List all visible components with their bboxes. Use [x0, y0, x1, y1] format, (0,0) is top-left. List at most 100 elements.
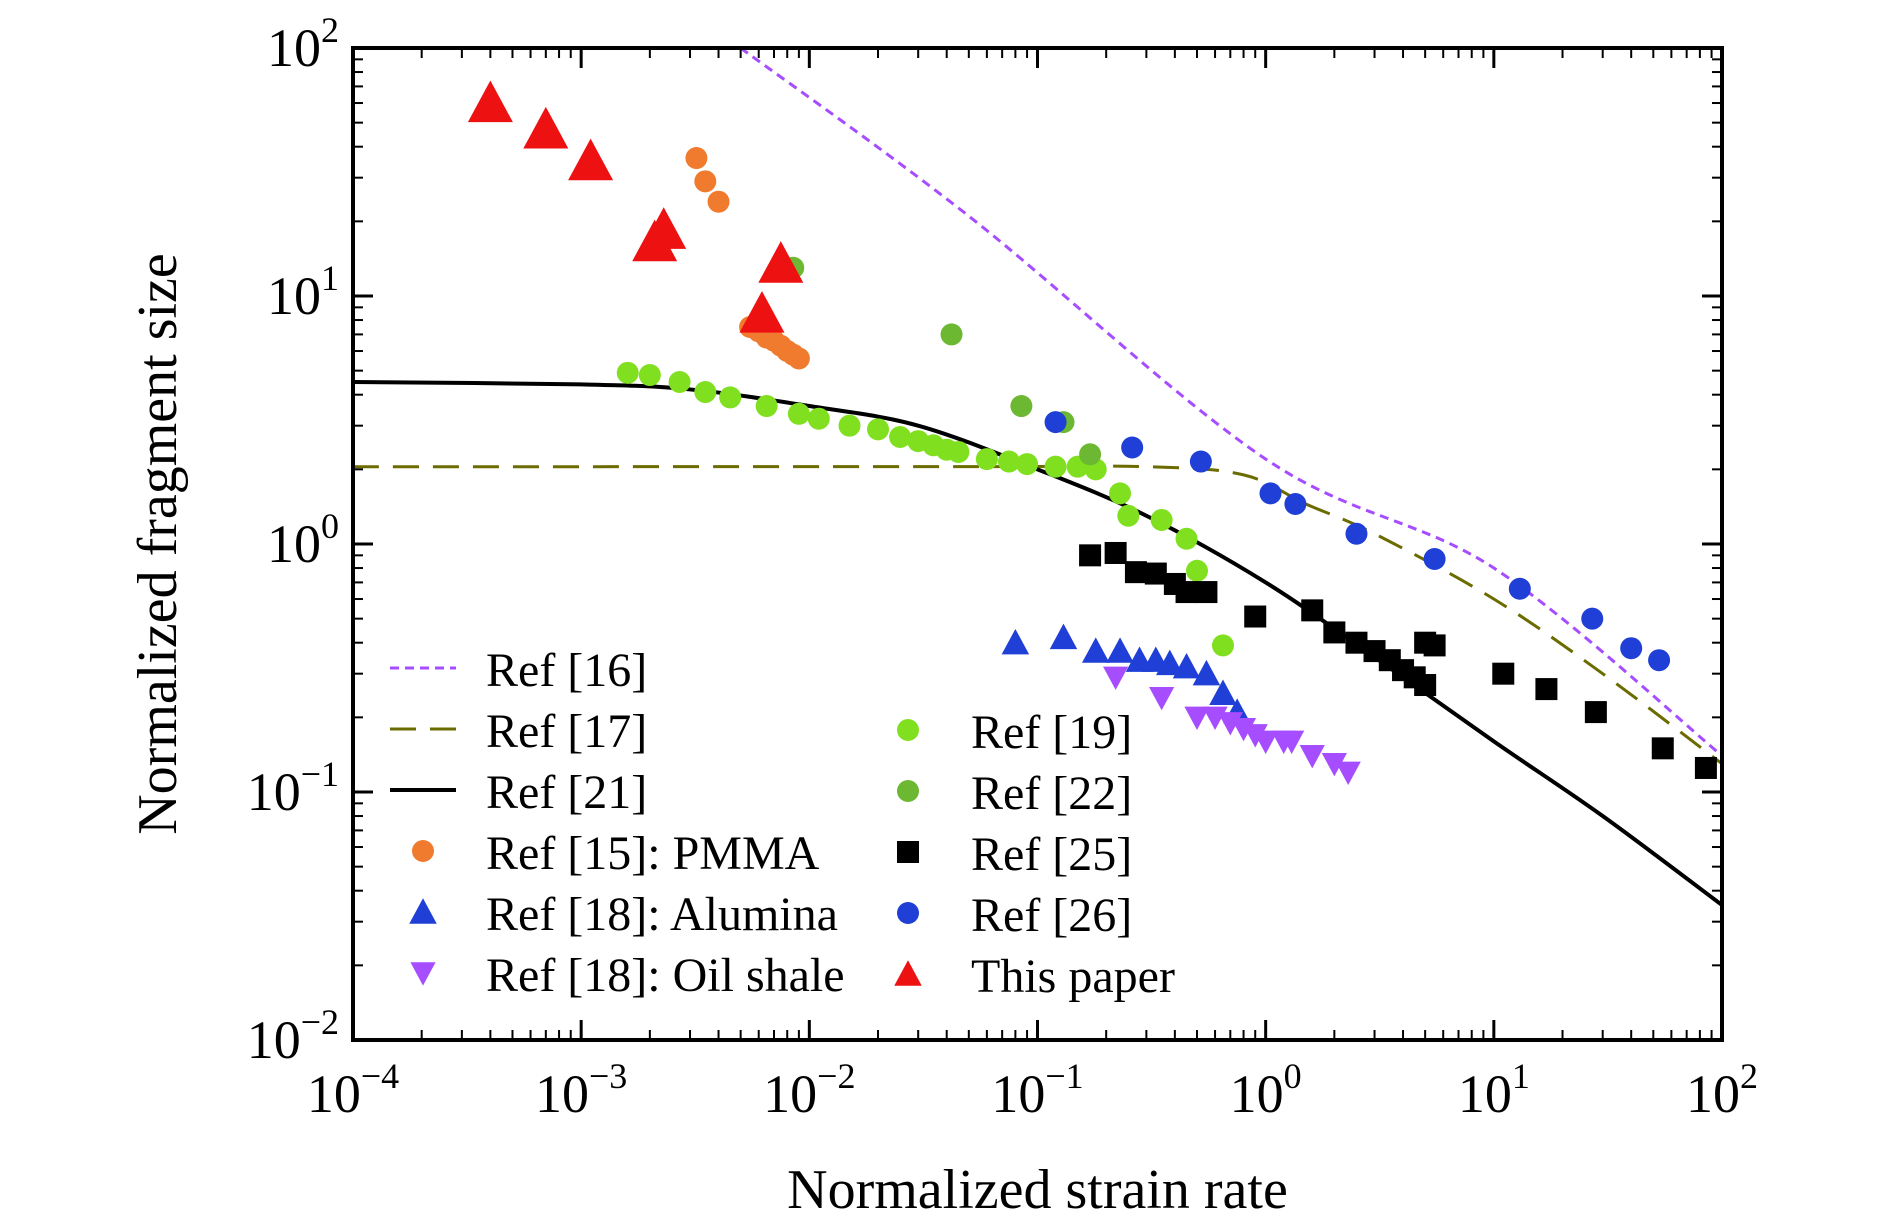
y-tick-label-base: 10	[247, 762, 301, 822]
legend-item-ref-17: Ref [17]	[390, 705, 647, 758]
point-ref-19	[1016, 453, 1039, 476]
point-ref-26	[1259, 482, 1282, 505]
point-this-paper	[758, 241, 804, 283]
point-ref-18-oil-shale	[1279, 730, 1305, 754]
point-ref-18-alumina	[1049, 623, 1078, 650]
point-ref-19	[807, 407, 830, 430]
point-ref-19	[1185, 559, 1208, 582]
point-ref-25	[1414, 674, 1437, 697]
point-ref-22	[1010, 395, 1033, 418]
legend-swatch	[897, 841, 919, 863]
curve-ref-16	[739, 48, 1722, 757]
legend-swatch	[412, 840, 434, 862]
y-tick-label-exponent: −2	[301, 1002, 339, 1042]
legend-label: Ref [15]: PMMA	[486, 827, 820, 880]
point-ref-18-alumina	[1172, 652, 1201, 679]
legend-item-ref-19: Ref [19]	[897, 706, 1132, 759]
point-ref-19	[787, 402, 810, 425]
legend-item-ref-18-oil-shale: Ref [18]: Oil shale	[410, 949, 845, 1002]
point-ref-19	[1044, 455, 1067, 478]
x-tick-label: 10−2	[763, 1056, 855, 1124]
legend-item-ref-21: Ref [21]	[390, 766, 647, 819]
point-ref-22	[940, 323, 963, 346]
point-ref-19	[755, 395, 778, 418]
point-ref-19	[1109, 482, 1132, 505]
y-tick-label-base: 10	[267, 266, 321, 326]
x-tick-label: 100	[1230, 1056, 1302, 1124]
point-ref-25	[1584, 701, 1607, 724]
axis-tick-labels: 10−4 10−3 10−2 10−1 100 101 10210−210−11001011…	[247, 10, 1758, 1124]
legend-swatch	[410, 962, 436, 986]
point-ref-18-alumina	[1209, 679, 1237, 705]
y-axis-label: Normalized fragment size	[127, 253, 189, 835]
point-ref-19	[947, 440, 970, 463]
chart-markers	[467, 80, 1717, 785]
x-tick-label: 10−1	[991, 1056, 1083, 1124]
point-ref-18-oil-shale	[1253, 730, 1279, 754]
legend-item-ref-26: Ref [26]	[897, 889, 1132, 942]
series-ref-25	[1079, 541, 1717, 779]
y-tick-label-base: 10	[267, 514, 321, 574]
point-ref-25	[1104, 541, 1127, 564]
point-ref-19	[638, 364, 661, 387]
point-ref-25	[1175, 581, 1198, 604]
point-ref-15-pmma	[685, 147, 708, 170]
x-tick-label-base: 10	[1458, 1064, 1512, 1124]
curve-ref-21	[353, 380, 1722, 907]
y-tick-label-base: 10	[247, 1010, 301, 1070]
x-tick-label-base: 10	[1230, 1064, 1284, 1124]
point-ref-18-oil-shale	[1184, 706, 1210, 730]
point-ref-15-pmma	[694, 170, 717, 193]
point-ref-18-alumina	[1192, 659, 1221, 686]
series-ref-19	[616, 361, 1234, 657]
point-ref-18-alumina	[1106, 637, 1134, 663]
legend-item-ref-22: Ref [22]	[897, 767, 1132, 820]
x-tick-label-base: 10	[1686, 1064, 1740, 1124]
legend-swatch	[897, 902, 919, 924]
point-ref-26	[1581, 607, 1604, 630]
point-ref-18-oil-shale	[1321, 753, 1347, 777]
axis-ticks	[351, 46, 1724, 1042]
point-ref-25	[1244, 605, 1267, 628]
point-this-paper	[641, 207, 687, 249]
y-tick-label: 10−1	[247, 754, 339, 822]
legend-label: Ref [18]: Alumina	[486, 888, 838, 941]
legend-label: This paper	[971, 950, 1175, 1003]
point-this-paper	[523, 106, 569, 149]
legend-item-this-paper: This paper	[894, 950, 1175, 1003]
x-tick-label-exponent: 2	[1740, 1056, 1758, 1096]
point-ref-19	[616, 361, 639, 384]
x-tick-label-exponent: −1	[1045, 1056, 1083, 1096]
point-ref-26	[1648, 649, 1671, 672]
legend-label: Ref [26]	[971, 889, 1132, 942]
legend-item-ref-25: Ref [25]	[897, 828, 1132, 881]
x-tick-label-base: 10	[307, 1064, 361, 1124]
legend-label: Ref [21]	[486, 766, 647, 819]
legend-swatch	[897, 719, 919, 741]
y-tick-label-exponent: −1	[301, 754, 339, 794]
legend-swatch	[894, 960, 922, 986]
x-tick-label-base: 10	[763, 1064, 817, 1124]
point-ref-19	[1175, 527, 1198, 550]
point-ref-26	[1345, 522, 1368, 545]
x-tick-label-base: 10	[535, 1064, 589, 1124]
legend-label: Ref [16]	[486, 644, 647, 697]
y-tick-label: 10−2	[247, 1002, 339, 1070]
y-tick-label-exponent: 1	[321, 258, 339, 298]
legend-label: Ref [25]	[971, 828, 1132, 881]
point-ref-18-oil-shale	[1149, 686, 1175, 711]
legend-item-ref-18-alumina: Ref [18]: Alumina	[409, 888, 838, 941]
series-ref-18-oil-shale	[1103, 666, 1361, 785]
point-ref-26	[1620, 637, 1643, 660]
point-ref-25	[1323, 621, 1346, 644]
point-ref-18-alumina	[1081, 637, 1110, 663]
legend-swatch	[897, 780, 919, 802]
point-ref-26	[1423, 547, 1446, 570]
point-ref-25	[1124, 561, 1147, 584]
x-tick-label-exponent: −2	[817, 1056, 855, 1096]
legend-label: Ref [17]	[486, 705, 647, 758]
point-ref-26	[1121, 436, 1144, 459]
point-ref-19	[668, 371, 691, 394]
y-tick-label-exponent: 0	[321, 506, 339, 546]
